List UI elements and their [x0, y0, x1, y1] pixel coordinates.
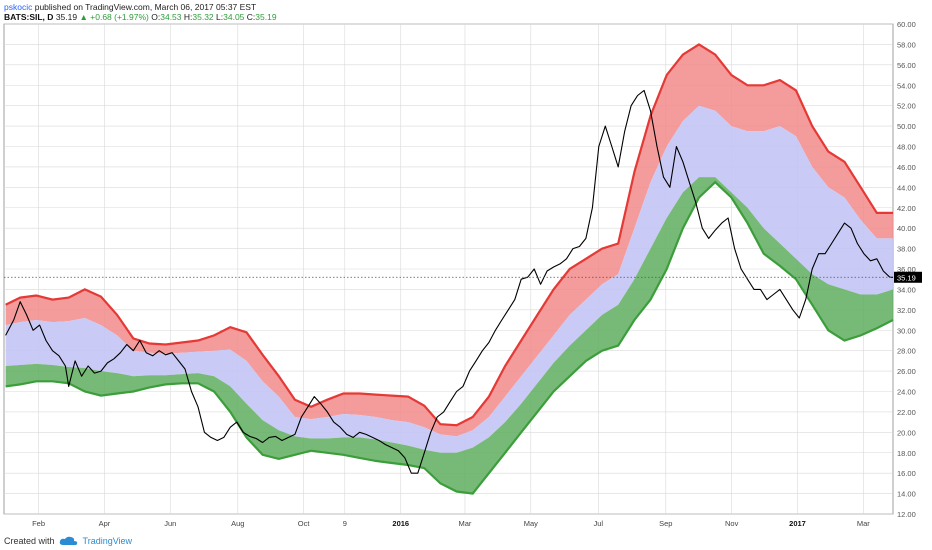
x-tick-label: Sep	[659, 519, 672, 528]
close-value: 35.19	[255, 12, 277, 22]
y-tick-label: 18.00	[897, 449, 916, 458]
y-tick-label: 56.00	[897, 61, 916, 70]
publish-info: published on TradingView.com, March 06, …	[34, 2, 257, 12]
open-value: 34.53	[160, 12, 182, 22]
y-tick-label: 16.00	[897, 469, 916, 478]
last-price-badge	[894, 271, 922, 283]
y-tick-label: 42.00	[897, 204, 916, 213]
up-arrow-icon: ▲	[79, 12, 88, 22]
x-tick-label: Aug	[231, 519, 244, 528]
high-value: 35.32	[192, 12, 214, 22]
x-tick-label: Oct	[298, 519, 311, 528]
channel-bands	[5, 43, 894, 495]
y-tick-label: 32.00	[897, 306, 916, 315]
y-tick-label: 50.00	[897, 122, 916, 131]
y-tick-label: 24.00	[897, 388, 916, 397]
y-tick-label: 26.00	[897, 367, 916, 376]
y-tick-label: 12.00	[897, 510, 916, 519]
x-tick-label: May	[524, 519, 538, 528]
x-tick-label: Feb	[32, 519, 45, 528]
chart-header: pskocic published on TradingView.com, Ma…	[4, 2, 604, 22]
tradingview-cloud-icon	[59, 536, 77, 545]
author-link[interactable]: pskocic	[4, 2, 33, 12]
y-tick-label: 54.00	[897, 81, 916, 90]
x-tick-label: Apr	[99, 519, 111, 528]
last-price: 35.19	[55, 12, 78, 22]
y-tick-label: 40.00	[897, 224, 916, 233]
open-label: O:	[151, 12, 161, 22]
tradingview-brand[interactable]: TradingView	[82, 536, 133, 546]
footer: Created with TradingView	[4, 535, 132, 547]
y-tick-label: 20.00	[897, 428, 916, 437]
price-change: +0.68 (+1.97%)	[90, 12, 149, 22]
y-tick-label: 44.00	[897, 183, 916, 192]
last-price-label: 35.19	[897, 273, 916, 282]
upper-band-line	[5, 43, 893, 427]
x-tick-label: Nov	[725, 519, 739, 528]
middle-zone	[5, 105, 894, 453]
y-tick-label: 34.00	[897, 285, 916, 294]
lower-band-line	[5, 180, 894, 495]
publish-line: pskocic published on TradingView.com, Ma…	[4, 2, 604, 12]
x-tick-label: Jun	[164, 519, 176, 528]
low-label: L:	[216, 12, 224, 22]
y-tick-label: 38.00	[897, 245, 916, 254]
y-tick-label: 58.00	[897, 40, 916, 49]
y-tick-label: 60.00	[897, 20, 916, 29]
x-tick-label: Jul	[594, 519, 604, 528]
x-tick-label: Mar	[459, 519, 472, 528]
y-tick-label: 28.00	[897, 347, 916, 356]
low-value: 34.05	[223, 12, 245, 22]
last-price-marker: 35.19	[4, 271, 922, 283]
y-tick-label: 52.00	[897, 102, 916, 111]
y-tick-label: 46.00	[897, 163, 916, 172]
y-tick-label: 22.00	[897, 408, 916, 417]
chart-axes: 12.00 14.00 16.00 18.00 20.00 22.00 24.00 26.00…	[32, 20, 916, 528]
x-tick-label: 2016	[392, 519, 409, 528]
high-label: H:	[183, 12, 193, 22]
y-tick-label: 14.00	[897, 490, 916, 499]
symbol-label[interactable]: BATS:SIL, D	[4, 12, 54, 22]
close-label: C:	[246, 12, 256, 22]
price-line	[5, 89, 894, 474]
y-tick-label: 30.00	[897, 326, 916, 335]
price-series	[5, 89, 894, 474]
created-with-label: Created with	[4, 536, 55, 546]
y-tick-label: 36.00	[897, 265, 916, 274]
x-tick-label: Mar	[857, 519, 870, 528]
y-tick-label: 48.00	[897, 143, 916, 152]
upper-zone	[5, 44, 894, 437]
symbol-line: BATS:SIL, D 35.19 ▲ +0.68 (+1.97%) O:34.…	[4, 12, 604, 22]
x-tick-label: 9	[343, 519, 347, 528]
x-tick-label: 2017	[789, 519, 806, 528]
